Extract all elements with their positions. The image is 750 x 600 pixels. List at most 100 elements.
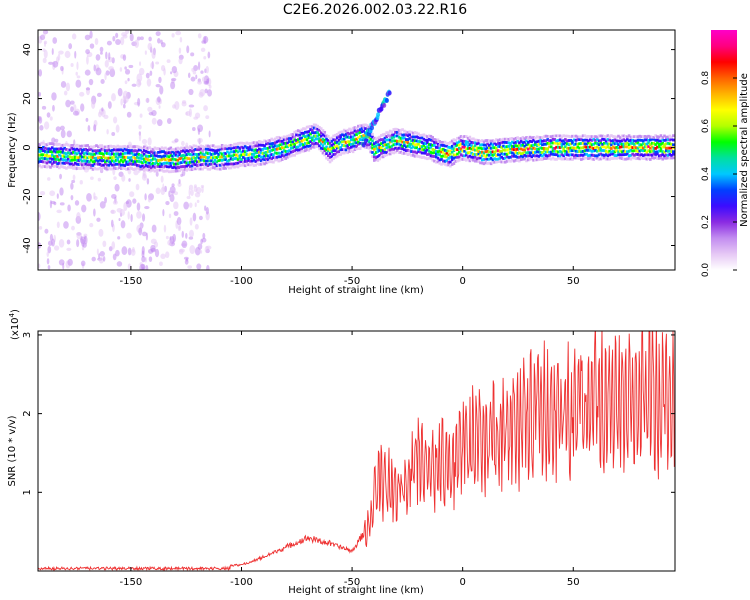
spectrogram-ridge-cell — [512, 137, 516, 141]
spectrogram-ridge-cell — [569, 153, 573, 157]
spectrogram-ridge-cell — [429, 143, 433, 147]
spectrogram-ridge-cell — [319, 149, 323, 152]
spectrogram-ridge-cell — [459, 153, 463, 157]
spectrogram-ridge-cell — [572, 146, 576, 150]
spectrogram-ridge-cell — [572, 138, 576, 142]
spectrogram-ridge-cell — [119, 152, 123, 156]
spectrogram-ridge-cell — [40, 149, 43, 153]
spectrogram-ridge-cell — [424, 142, 427, 146]
spectrogram-ridge-cell — [666, 153, 670, 157]
spectrogram-ridge-cell — [466, 144, 470, 148]
spectrogram-noise-cell — [46, 251, 50, 257]
spectrogram-ridge-cell — [114, 152, 118, 156]
spectrogram-ridge-cell — [100, 152, 104, 156]
spectrogram-ridge-cell — [279, 159, 282, 163]
spectrogram-ridge-cell — [342, 137, 346, 141]
spectrogram-noise-cell — [104, 72, 107, 81]
spectrogram-ridge-cell — [293, 138, 296, 142]
spectrogram-ridge-cell — [576, 156, 580, 160]
spectrogram-ridge-cell — [613, 156, 617, 160]
spectrogram-ridge-cell — [603, 156, 606, 160]
spectrogram-ridge-cell — [226, 144, 229, 148]
spectrogram-ridge-cell — [443, 152, 447, 156]
spectrogram-ridge-cell — [50, 142, 54, 146]
spectrogram-ridge-cell — [217, 159, 220, 163]
spectrogram-ridge-cell — [408, 149, 411, 153]
spectrogram-ridge-cell — [514, 148, 518, 151]
spectrogram-ridge-cell — [413, 135, 417, 139]
spectrogram-ridge-cell — [250, 162, 254, 166]
spectrogram-ridge-cell — [238, 149, 242, 153]
spectrogram-ridge-cell — [512, 159, 516, 163]
snr-x-tick-label: -150 — [120, 577, 143, 588]
spectrogram-noise-cell — [139, 36, 144, 41]
spectrogram-ridge-cell — [581, 138, 585, 142]
spectrogram-ridge-cell — [59, 144, 63, 148]
spectrogram-ridge-cell — [594, 156, 597, 160]
spectrogram-ridge-cell — [387, 145, 390, 149]
spectrogram-ridge-cell — [66, 155, 70, 158]
spectrogram-ridge-cell — [319, 138, 323, 142]
spectrogram-ridge-cell — [525, 146, 528, 150]
spectrogram-ridge-cell — [599, 157, 603, 161]
spectrogram-noise-cell — [138, 67, 145, 76]
spectrogram-ridge-cell — [397, 129, 401, 132]
spectrogram-ridge-cell — [452, 156, 456, 160]
spectrogram-ridge-cell — [100, 159, 104, 163]
spectrogram-ridge-cell — [659, 142, 663, 146]
spectrogram-ridge-cell — [488, 161, 491, 165]
spectrogram-ridge-cell — [420, 133, 424, 137]
spectrogram-ridge-cell — [291, 133, 295, 136]
spectrogram-ridge-cell — [489, 142, 493, 146]
spectrogram-ridge-cell — [548, 142, 551, 145]
spectrogram-ridge-cell — [434, 160, 438, 164]
spectrogram-ridge-cell — [190, 146, 194, 150]
spectrogram-ridge-cell — [657, 142, 661, 146]
spectrogram-ridge-cell — [332, 142, 335, 146]
spectrogram-ridge-cell — [100, 147, 104, 151]
spectrogram-ridge-cell — [374, 146, 378, 150]
spectrogram-ridge-cell — [82, 163, 86, 166]
spectrogram-ridge-cell — [79, 152, 82, 156]
spectrogram-ridge-cell — [555, 134, 558, 138]
spectrogram-ridge-cell — [385, 138, 388, 142]
spectrogram-ridge-cell — [422, 148, 426, 152]
spectrogram-ridge-cell — [112, 155, 116, 159]
spectrogram-ridge-cell — [537, 143, 541, 146]
spectrogram-ridge-cell — [587, 157, 590, 160]
spectrogram-ridge-cell — [288, 134, 291, 138]
spectrogram-ridge-cell — [369, 150, 373, 154]
spectrogram-ridge-cell — [479, 139, 482, 143]
spectrogram-ridge-cell — [395, 147, 399, 151]
spectrogram-ridge-cell — [89, 145, 93, 149]
spectrogram-ridge-cell — [620, 157, 624, 160]
spectrogram-ridge-cell — [190, 150, 194, 153]
spectrogram-noise-cell — [38, 92, 42, 97]
spectrogram-ridge-cell — [233, 157, 236, 161]
spectrogram-noise-cell — [136, 202, 141, 211]
spectrogram-ridge-cell — [397, 146, 401, 150]
spectrogram-noise-cell — [194, 247, 201, 256]
spectrogram-ridge-cell — [519, 154, 523, 158]
spectrogram-ridge-cell — [96, 151, 100, 155]
spectrogram-noise-cell — [137, 97, 141, 107]
spectrogram-ridge-cell — [588, 154, 592, 157]
spectrogram-ridge-cell — [387, 148, 390, 152]
spectrogram-ridge-cell — [157, 165, 160, 168]
spectrogram-ridge-cell — [640, 143, 643, 147]
spectrogram-ridge-cell — [459, 147, 463, 151]
spectrogram-ridge-cell — [268, 139, 272, 142]
spectrogram-ridge-cell — [486, 139, 489, 142]
spectrogram-ridge-cell — [553, 153, 557, 157]
spectrogram-noise-cell — [79, 91, 85, 97]
spectrogram-ridge-cell — [613, 135, 617, 139]
spectrogram-ridge-cell — [157, 147, 160, 150]
spectrogram-ridge-cell — [659, 156, 663, 160]
spectrogram-ridge-cell — [355, 147, 358, 151]
spectrogram-ridge-cell — [332, 156, 335, 160]
spectrogram-ridge-cell — [638, 149, 642, 153]
spectrogram-noise-cell — [110, 209, 115, 214]
spectrogram-ridge-cell — [250, 152, 254, 156]
spectrogram-ridge-cell — [406, 153, 410, 156]
spectrogram-ridge-cell — [224, 155, 227, 159]
